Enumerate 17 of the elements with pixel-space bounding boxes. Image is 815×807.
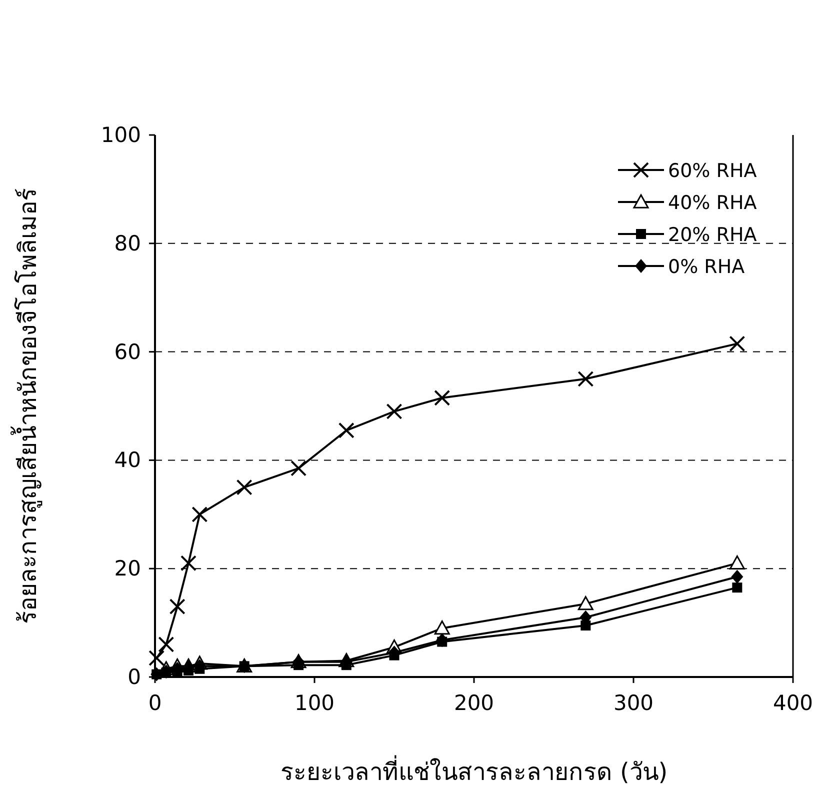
x-tick-label: 300 xyxy=(613,691,654,715)
y-tick-label: 80 xyxy=(114,231,141,256)
legend-label: 60% RHA xyxy=(668,160,757,182)
y-axis-title: ร้อยละการสูญเสียน้ำหนักของจีโอโพลิเมอร์ xyxy=(10,188,43,624)
legend-label: 0% RHA xyxy=(668,256,745,278)
y-tick-label: 20 xyxy=(114,556,141,581)
y-tick-label: 0 xyxy=(128,665,141,689)
legend-label: 20% RHA xyxy=(668,224,757,246)
x-tick-label: 100 xyxy=(294,691,335,715)
legend-label: 40% RHA xyxy=(668,192,757,214)
y-tick-label: 60 xyxy=(114,340,141,364)
x-tick-label: 400 xyxy=(772,691,814,715)
x-axis-title: ระยะเวลาที่แช่ในสารละลายกรด (วัน) xyxy=(280,755,668,786)
x-tick-label: 200 xyxy=(454,691,494,715)
y-tick-label: 40 xyxy=(114,448,141,472)
y-tick-label: 100 xyxy=(100,123,141,147)
x-tick-label: 0 xyxy=(148,691,162,715)
